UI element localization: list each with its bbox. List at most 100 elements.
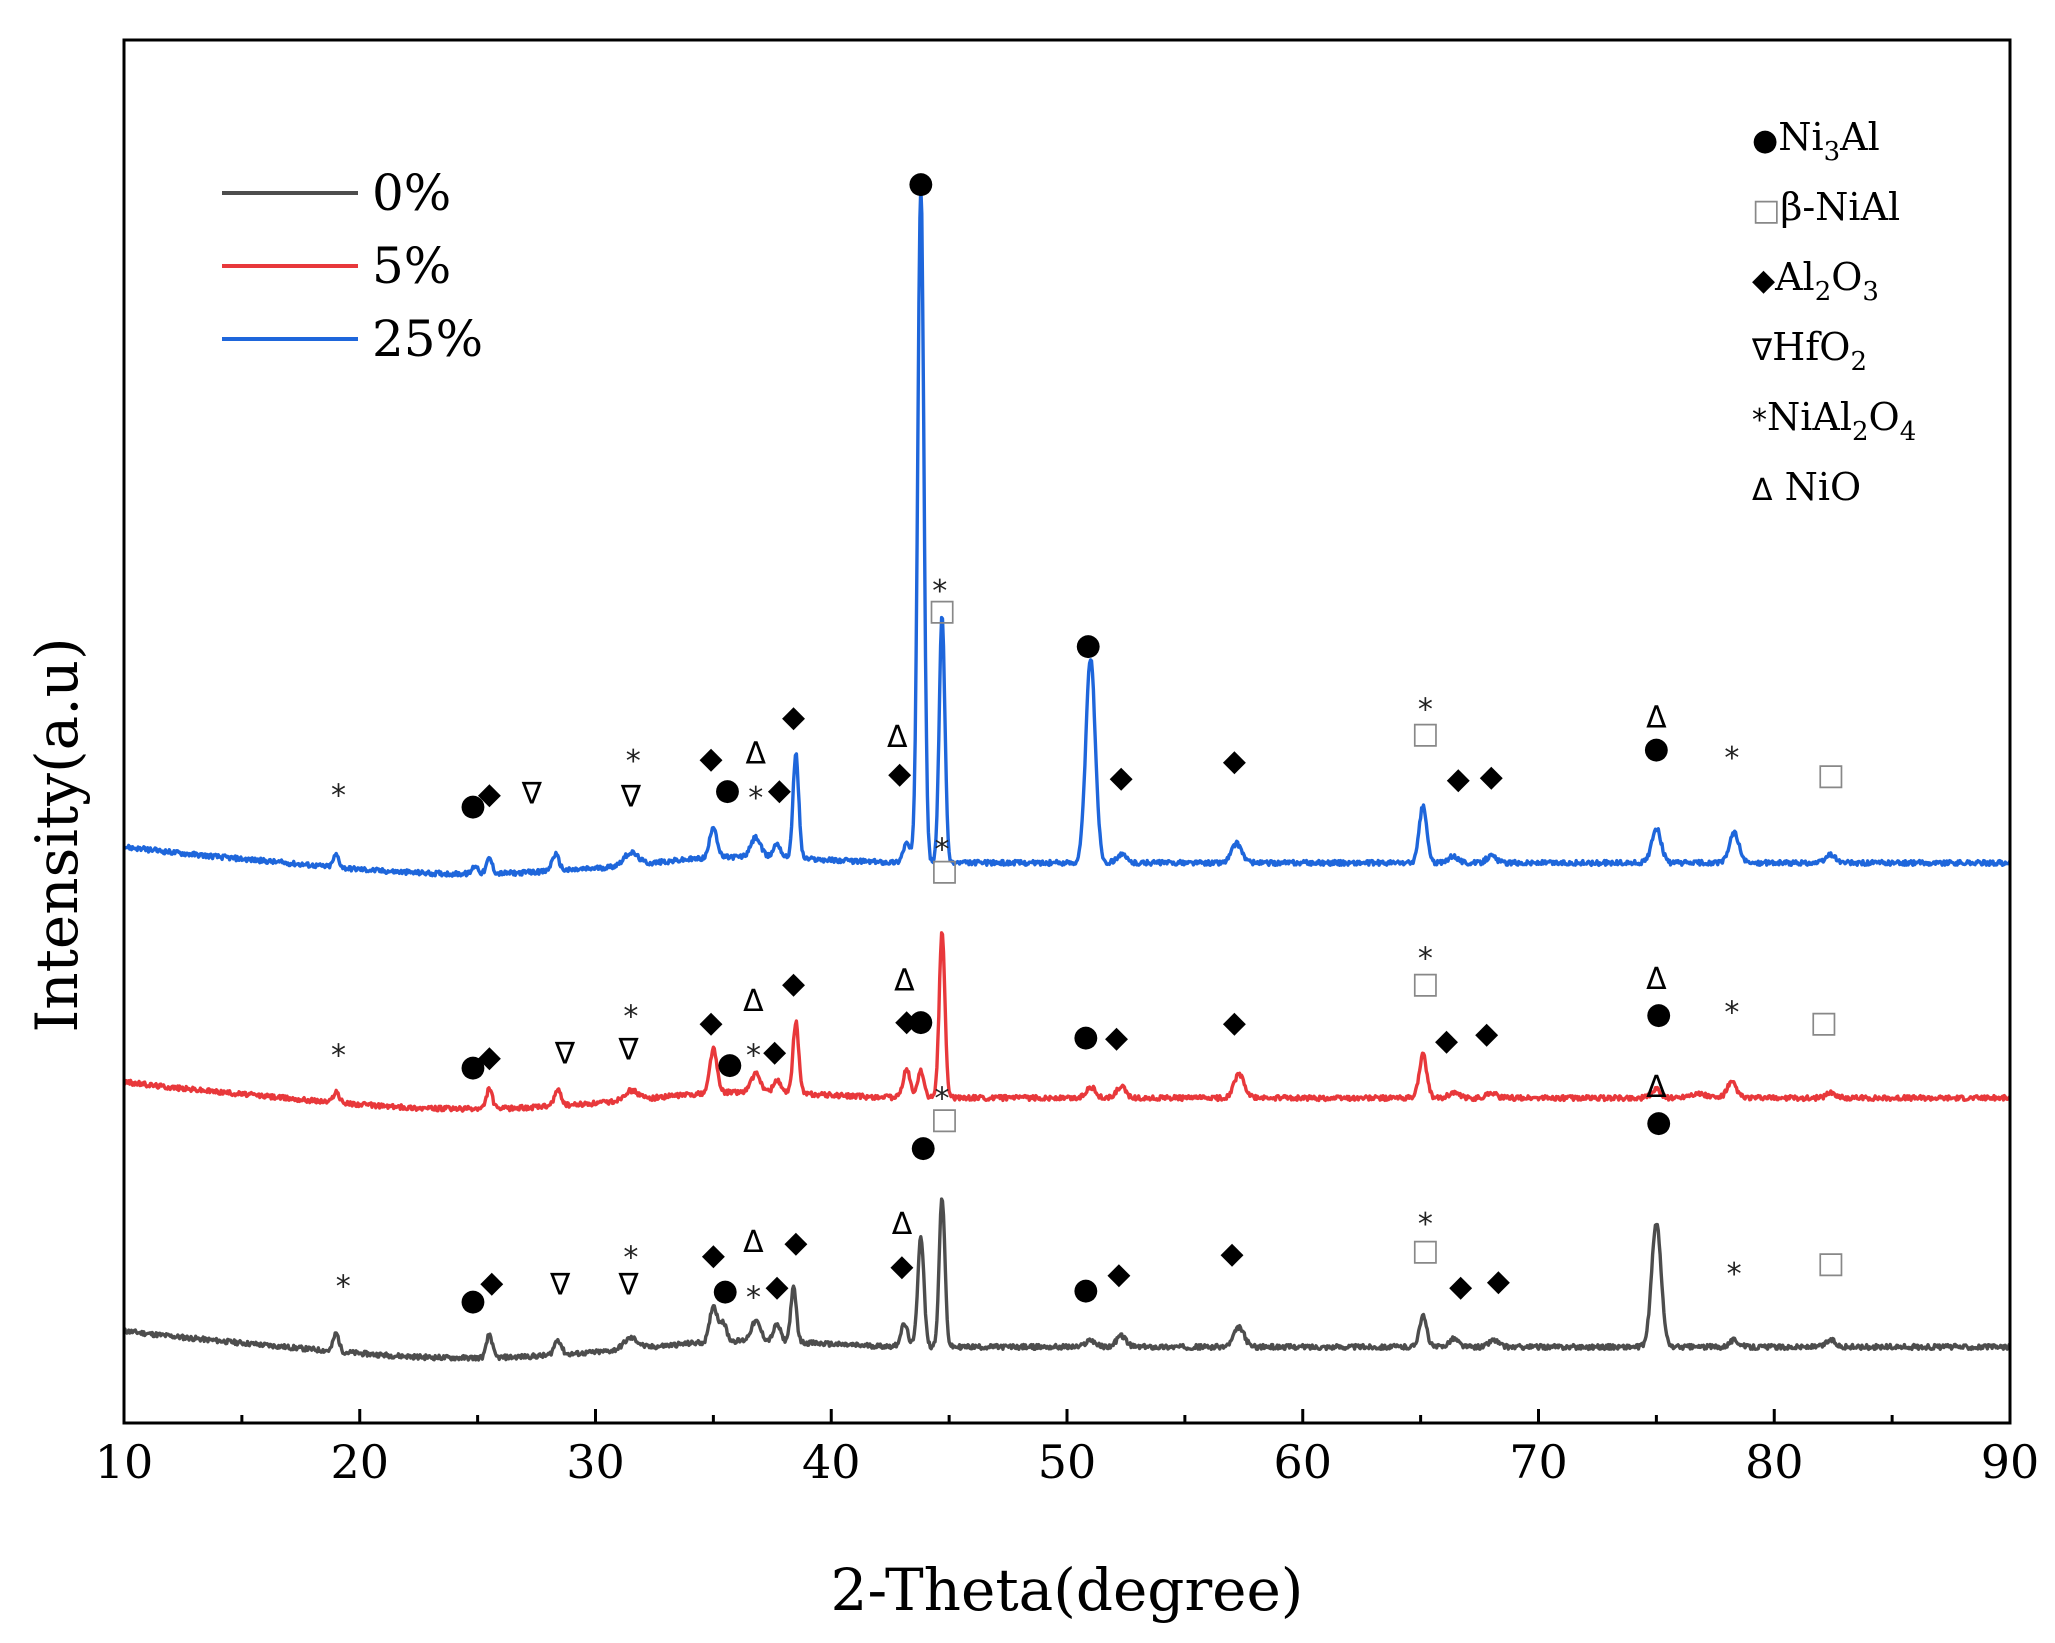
peak-marker: ● <box>714 773 740 808</box>
peak-marker: ◆ <box>782 966 805 1001</box>
phase-legend-item: □β-NiAl <box>1752 185 1900 229</box>
peak-marker: * <box>623 1000 638 1035</box>
peak-marker: □ <box>1411 1233 1439 1268</box>
peak-marker: ∇ <box>521 777 543 812</box>
peak-marker: Δ <box>1646 701 1667 736</box>
peak-marker: ◆ <box>763 1034 786 1069</box>
phase-legend-item: ●Ni3Al <box>1752 115 1880 167</box>
peak-marker: * <box>935 832 950 867</box>
peak-marker: Δ <box>1646 962 1667 997</box>
series-line-0pct <box>124 1197 2010 1362</box>
peak-marker: ◆ <box>699 1005 722 1040</box>
peak-marker: ∇ <box>549 1268 571 1303</box>
peak-marker: ● <box>908 165 934 200</box>
series-line-25pct <box>124 185 2010 878</box>
peak-marker: ● <box>910 1129 936 1164</box>
y-axis-title: Intensity(a.u) <box>23 637 91 1032</box>
peak-marker: ◆ <box>895 1004 918 1039</box>
x-tick-label: 40 <box>802 1435 861 1489</box>
peak-marker: * <box>1418 1207 1433 1242</box>
peak-marker: ● <box>1646 997 1672 1032</box>
peak-marker: ◆ <box>1220 1236 1243 1271</box>
peak-marker: ◆ <box>1110 760 1133 795</box>
peak-marker: * <box>331 1038 346 1073</box>
peak-marker: □ <box>930 1102 958 1137</box>
x-axis: 10 20 30 40 50 60 70 80 90 <box>95 1409 2040 1489</box>
peak-marker: ● <box>1646 1105 1672 1140</box>
peak-marker: ◆ <box>1487 1264 1510 1299</box>
phase-legend-item: Δ NiO <box>1752 465 1861 509</box>
x-tick-label: 20 <box>330 1435 389 1489</box>
peak-marker: □ <box>1411 716 1439 751</box>
peak-marker: ◆ <box>1480 759 1503 794</box>
phase-legend: ●Ni3Al □β-NiAl ◆Al2O3 ∇HfO2 *NiAl2O4 Δ NiO <box>1751 115 1916 509</box>
peak-marker: * <box>1724 996 1739 1031</box>
peak-marker: ◆ <box>782 699 805 734</box>
x-axis-title: 2-Theta(degree) <box>831 1556 1304 1624</box>
peak-marker: ◆ <box>1435 1023 1458 1058</box>
peak-marker: ◆ <box>1105 1020 1128 1055</box>
peak-marker: * <box>623 1240 638 1275</box>
x-tick-label: 10 <box>95 1435 154 1489</box>
peak-marker: Δ <box>892 1207 913 1242</box>
peak-marker: ◆ <box>1449 1269 1472 1304</box>
legend-label-1: 5% <box>372 237 451 295</box>
peak-marker: Δ <box>1646 1070 1667 1105</box>
series-layer <box>124 185 2010 1362</box>
peak-marker: * <box>935 1081 950 1116</box>
peak-marker: ◆ <box>480 1265 503 1300</box>
peak-marker: * <box>1418 942 1433 977</box>
peak-marker: * <box>746 1038 761 1073</box>
peak-marker: □ <box>1411 966 1439 1001</box>
peak-marker: Δ <box>743 1225 764 1260</box>
peak-marker: ● <box>460 1283 486 1318</box>
phase-legend-item: *NiAl2O4 <box>1752 395 1916 447</box>
peak-marker: ● <box>1073 1019 1099 1054</box>
peak-marker: * <box>746 1280 761 1315</box>
peak-marker: * <box>336 1269 351 1304</box>
peak-marker: ● <box>460 788 486 823</box>
peak-marker: ◆ <box>1223 744 1246 779</box>
peak-marker: ◆ <box>702 1237 725 1272</box>
legend-label-2: 25% <box>372 310 483 368</box>
peak-marker: □ <box>1810 1005 1838 1040</box>
peak-marker: □ <box>1817 757 1845 792</box>
series-line-5pct <box>124 931 2010 1113</box>
phase-legend-item: ◆Al2O3 <box>1752 255 1879 307</box>
peak-marker: Δ <box>746 737 767 772</box>
peak-marker: Δ <box>894 963 915 998</box>
peak-annotations: * ●◆ ∇*∇◆● * ◆Δ ◆Δ◆●*□● ◆◆*□◆ ◆Δ●* □* ●◆ ∇*∇◆● * ◆Δ◆… <box>331 165 1845 1317</box>
peak-marker: ∇ <box>617 1033 639 1068</box>
peak-marker: ● <box>1643 731 1669 766</box>
legend-label-0: 0% <box>372 164 451 222</box>
peak-marker: □ <box>1817 1246 1845 1281</box>
peak-marker: ◆ <box>478 1040 501 1075</box>
peak-marker: * <box>1724 741 1739 776</box>
peak-marker: * <box>626 744 641 779</box>
peak-marker: ● <box>717 1046 743 1081</box>
peak-marker: ● <box>712 1273 738 1308</box>
peak-marker: ◆ <box>1223 1005 1246 1040</box>
x-tick-label: 50 <box>1038 1435 1097 1489</box>
peak-marker: ◆ <box>1107 1257 1130 1292</box>
peak-marker: ● <box>1075 627 1101 662</box>
peak-marker: * <box>1727 1257 1742 1292</box>
peak-marker: ◆ <box>1475 1016 1498 1051</box>
x-tick-label: 90 <box>1981 1435 2040 1489</box>
peak-marker: Δ <box>887 720 908 755</box>
peak-marker: Δ <box>743 984 764 1019</box>
x-tick-label: 60 <box>1273 1435 1332 1489</box>
x-tick-label: 80 <box>1745 1435 1804 1489</box>
phase-legend-item: ∇HfO2 <box>1751 325 1867 377</box>
peak-marker: □ <box>930 853 958 888</box>
peak-marker: ● <box>908 1004 934 1039</box>
peak-marker: ◆ <box>1447 762 1470 797</box>
peak-marker: ◆ <box>890 1248 913 1283</box>
peak-marker: ∇ <box>617 1268 639 1303</box>
x-tick-label: 30 <box>566 1435 625 1489</box>
peak-marker: ◆ <box>784 1225 807 1260</box>
peak-marker: * <box>331 778 346 813</box>
peak-marker: ◆ <box>765 1269 788 1304</box>
peak-marker: * <box>932 574 947 609</box>
